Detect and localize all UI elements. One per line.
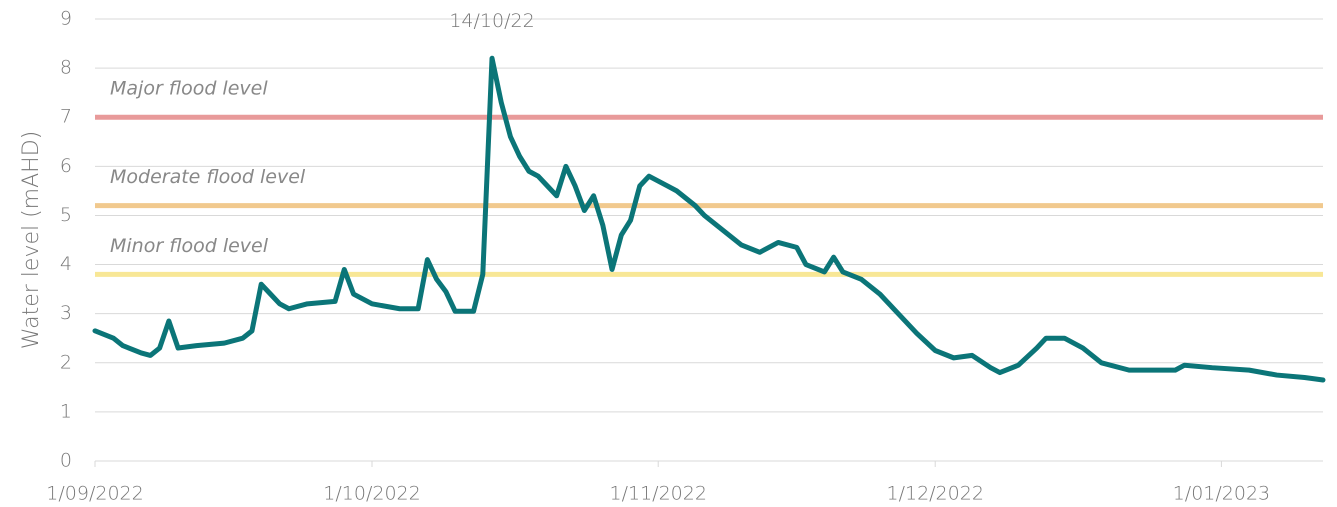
x-tick-label: 1/09/2022 — [46, 483, 143, 505]
reference-label: Major flood level — [110, 78, 268, 100]
x-tick-label: 1/10/2022 — [323, 483, 420, 505]
y-tick-label: 6 — [60, 155, 72, 177]
reference-label: Moderate flood level — [110, 166, 306, 188]
y-tick-label: 5 — [60, 204, 72, 226]
annotation: 14/10/22 — [449, 10, 534, 32]
y-tick-label: 9 — [60, 8, 72, 30]
y-tick-label: 7 — [60, 106, 72, 128]
y-axis-label: Water level (mAHD) — [19, 131, 44, 349]
reference-label: Minor flood level — [110, 235, 269, 257]
water-level-line — [92, 55, 1326, 383]
y-tick-label: 1 — [60, 400, 72, 422]
y-tick-label: 2 — [60, 351, 72, 373]
x-tick-label: 1/11/2022 — [610, 483, 707, 505]
x-tick-label: 1/01/2023 — [1173, 483, 1270, 505]
y-tick-label: 3 — [60, 302, 72, 324]
x-tick-label: 1/12/2022 — [886, 483, 983, 505]
y-tick-label: 4 — [60, 253, 72, 275]
y-tick-label: 8 — [60, 57, 72, 79]
y-tick-label: 0 — [60, 450, 72, 472]
